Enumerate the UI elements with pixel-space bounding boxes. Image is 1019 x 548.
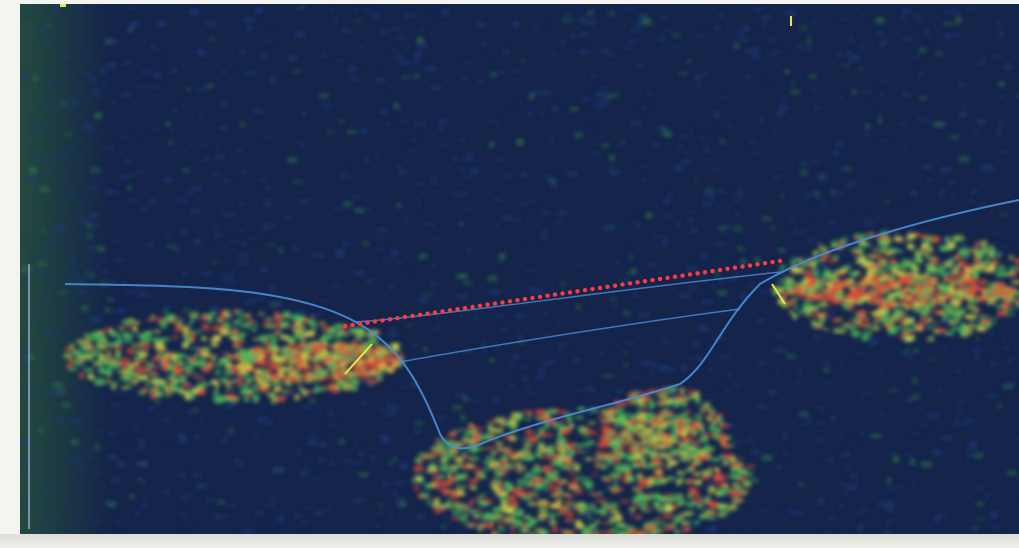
measurement-dot xyxy=(410,313,415,319)
measurement-dot xyxy=(620,282,625,287)
measurement-dot xyxy=(560,291,565,296)
measurement-dot xyxy=(507,299,513,304)
measurement-dot xyxy=(537,294,543,300)
measurement-dot xyxy=(545,293,550,298)
measurement-dot xyxy=(380,318,385,323)
caliper-marker-icon xyxy=(771,283,786,305)
measurement-dot xyxy=(627,281,633,286)
measurement-dot xyxy=(342,323,348,329)
measurement-dot xyxy=(642,279,648,284)
measurement-dot xyxy=(770,259,775,265)
upper-boundary-line xyxy=(354,271,781,323)
measurement-dot xyxy=(612,283,618,288)
measurement-dot xyxy=(777,258,783,264)
measurement-dot xyxy=(650,277,655,283)
inner-boundary-line xyxy=(399,308,741,363)
measurement-dot xyxy=(672,274,678,279)
bottom-border xyxy=(0,534,1019,548)
measurement-dot xyxy=(477,303,483,308)
measurement-dot xyxy=(597,285,603,291)
measurement-dot xyxy=(417,312,423,317)
measurement-dot xyxy=(695,271,700,276)
oct-scan-image xyxy=(20,4,1019,534)
measurement-dot xyxy=(725,266,730,271)
measurement-dot xyxy=(387,317,393,322)
measurement-dot xyxy=(357,321,363,326)
measurement-dot xyxy=(432,310,438,315)
measurement-dot xyxy=(395,316,400,321)
measurement-dot xyxy=(372,319,378,324)
measurement-dot xyxy=(680,273,685,278)
caliper-marker-icon xyxy=(344,343,373,375)
measurement-dot xyxy=(717,267,723,273)
measurement-dot xyxy=(485,302,490,307)
measurement-dot xyxy=(350,322,355,328)
measurement-dot xyxy=(665,275,670,280)
measurement-dot xyxy=(447,308,453,313)
measurement-dot xyxy=(582,287,588,293)
measurement-dot xyxy=(492,301,498,306)
measurement-dot xyxy=(755,262,760,267)
measurement-dot xyxy=(747,263,753,268)
measurement-dot xyxy=(365,320,370,325)
measurement-dot xyxy=(462,305,468,311)
measurement-dot xyxy=(470,304,475,310)
measurement-dot xyxy=(440,309,445,314)
top-tick-marker-icon xyxy=(790,16,792,26)
measurement-dot xyxy=(515,298,520,303)
measurement-dot xyxy=(605,284,610,289)
top-tick-marker-icon xyxy=(60,4,66,7)
measurement-dot xyxy=(500,300,505,305)
measurement-dot xyxy=(702,270,708,275)
measurement-dot xyxy=(567,290,573,295)
measurement-dot xyxy=(425,311,430,316)
measurement-dot xyxy=(762,261,768,266)
measurement-dot xyxy=(575,289,580,294)
scan-canvas xyxy=(20,4,1019,534)
measurement-dot xyxy=(552,292,558,297)
tissue-boundary-line xyxy=(64,199,1019,450)
measurement-dot xyxy=(455,307,460,312)
measurement-dot xyxy=(530,295,535,301)
speckle-noise xyxy=(20,4,1019,534)
measurement-dot xyxy=(710,268,715,274)
measurement-dot xyxy=(522,296,528,302)
measurement-dot xyxy=(657,276,663,282)
measurement-dotted-line xyxy=(342,258,783,329)
measurement-dot xyxy=(687,272,693,277)
measurement-dot xyxy=(590,286,595,292)
measurement-dot xyxy=(740,264,745,269)
measurement-dot xyxy=(732,265,738,270)
measurement-dot xyxy=(635,280,640,285)
left-scale-bar-icon xyxy=(28,264,30,529)
measurement-dot xyxy=(402,314,408,320)
